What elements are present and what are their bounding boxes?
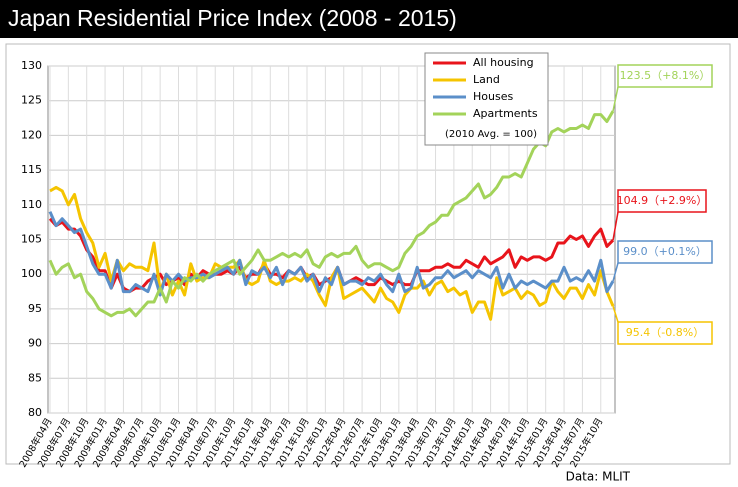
y-tick-label: 100 — [21, 267, 42, 280]
legend — [424, 52, 549, 146]
end-label: 95.4（-0.8%） — [626, 326, 704, 339]
y-tick-label: 125 — [21, 94, 42, 107]
end-label-box — [617, 240, 713, 264]
end-label: 104.9（+2.9%） — [617, 194, 708, 207]
connector — [612, 262, 619, 282]
end-label-box — [617, 321, 713, 345]
end-label-box — [617, 189, 707, 213]
y-tick-label: 90 — [28, 337, 42, 350]
y-tick-label: 120 — [21, 128, 42, 141]
connector — [612, 86, 619, 112]
source: Data: MLIT — [566, 470, 631, 484]
series-line — [48, 211, 615, 297]
legend-label: Apartments — [473, 107, 538, 120]
y-tick-label: 110 — [21, 198, 42, 211]
connector — [612, 305, 619, 323]
legend-label: Houses — [473, 90, 513, 103]
series-line — [49, 185, 615, 321]
end-label: 99.0（+0.1%） — [623, 245, 707, 258]
y-tick-label: 80 — [28, 406, 42, 419]
legend-label: Land — [473, 73, 500, 86]
y-tick-label: 130 — [21, 59, 42, 72]
y-tick-label: 105 — [21, 233, 42, 246]
end-label: 123.5（+8.1%） — [620, 69, 711, 82]
legend-note: (2010 Avg. = 100) — [445, 129, 537, 140]
end-label-box — [617, 64, 713, 88]
y-tick-label: 95 — [28, 302, 42, 315]
series-line — [48, 110, 615, 318]
chart-title: Japan Residential Price Index (2008 - 20… — [8, 5, 457, 31]
y-tick-label: 115 — [21, 163, 42, 176]
connector — [612, 211, 619, 241]
legend-label: All housing — [473, 56, 534, 69]
y-tick-label: 85 — [28, 371, 42, 384]
title-bar — [0, 0, 738, 38]
